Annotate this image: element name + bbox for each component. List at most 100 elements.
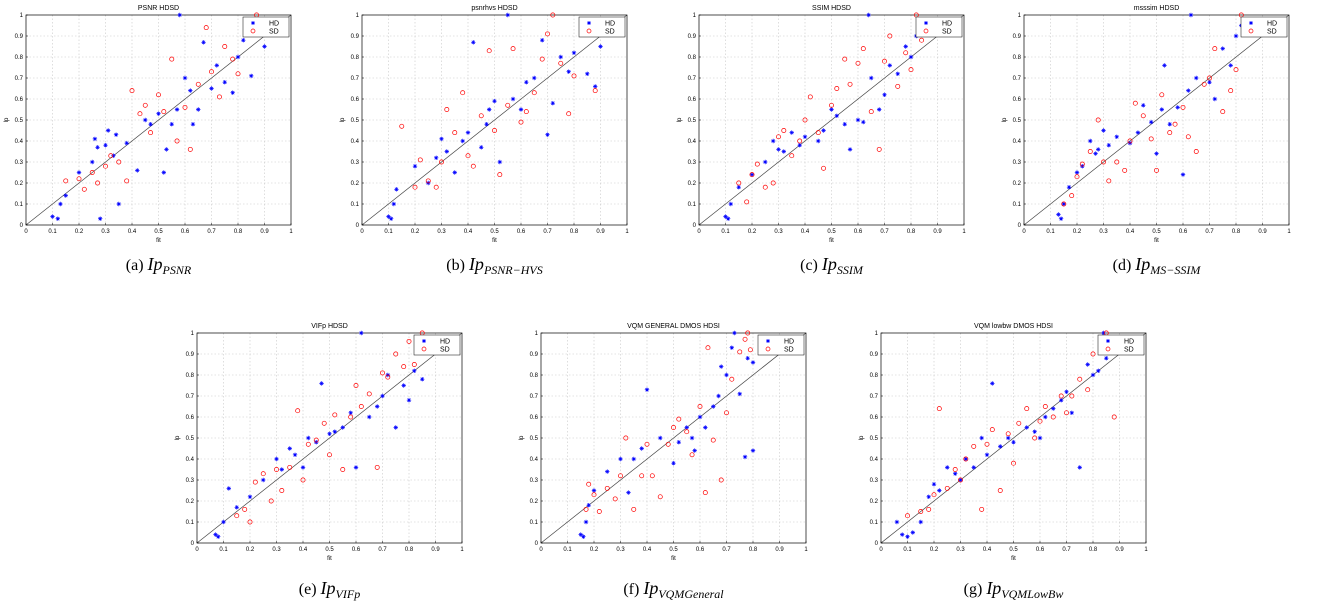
data-point-hd [401,383,406,388]
legend-marker [766,339,770,343]
x-tick-label: 0.2 [411,229,420,235]
x-tick-label: 0.8 [405,547,414,553]
data-point-hd [279,467,284,472]
y-tick-label: 0.4 [530,457,539,463]
data-point-hd [1220,46,1225,51]
x-tick-label: 0.7 [1062,547,1071,553]
data-point-hd [353,465,359,470]
data-point-sd [274,467,279,472]
data-point-hd [1061,201,1066,207]
data-point-hd [842,122,847,127]
data-point-hd [618,456,623,462]
x-tick-label: 0.3 [1099,229,1108,235]
x-tick-label: 0.4 [983,547,992,553]
data-point-sd [745,330,751,336]
scatter-panel: 0 0.1 0.2 0.3 0.4 0.5 0.6 0.7 0.8 0.9 1 0 0.1 0.2 0.3 0… [677,5,966,277]
data-point-hd [684,425,689,430]
chart-title: SSIM HDSD [812,5,851,12]
x-tick-label: 0.7 [543,229,552,235]
data-point-sd [702,490,708,496]
data-point-sd [174,138,180,144]
data-point-hd [1159,107,1164,112]
data-point-hd [247,494,253,499]
y-axis-label: lp [519,435,525,440]
y-tick-label: 0.5 [1013,118,1022,124]
data-point-sd [161,109,167,115]
data-point-hd [725,216,731,221]
data-point-hd [895,71,900,76]
data-point-hd [471,40,476,45]
data-point-sd [1005,431,1011,437]
data-point-hd [487,107,492,112]
data-point-hd [802,134,808,139]
data-point-sd [770,180,776,186]
data-point-sd [1095,117,1101,123]
data-point-sd [1193,149,1199,154]
data-point-sd [279,488,285,493]
data-point-sd [380,370,385,376]
data-point-hd [465,130,471,135]
data-point-hd [1186,88,1191,93]
data-point-hd [550,101,555,106]
x-tick-label: 0.8 [907,229,916,235]
data-point-hd [984,452,990,457]
data-point-hd [1096,368,1101,373]
legend-marker [923,28,929,34]
x-tick-label: 1 [804,547,808,553]
y-tick-label: 0.5 [870,436,879,442]
data-point-hd [847,147,853,152]
data-point-sd [470,163,476,169]
x-tick-label: 0.4 [128,229,137,235]
data-point-hd [412,368,417,373]
y-tick-label: 0.3 [351,160,360,166]
legend: HDSD [413,334,461,356]
x-tick-label: 0.2 [930,547,939,553]
data-point-sd [776,134,781,140]
data-point-sd [235,71,241,77]
legend: HDSD [578,16,626,38]
data-point-sd [1140,113,1146,119]
data-point-hd [201,40,206,45]
y-axis-label: lp [859,435,865,440]
x-tick-label: 1 [289,229,293,235]
data-point-sd [230,56,236,62]
data-point-hd [742,454,748,460]
data-point-sd [406,338,412,344]
data-point-hd [626,490,631,495]
data-point-hd [188,88,193,93]
data-point-hd [829,107,834,112]
x-tick-label: 0.8 [234,229,243,235]
data-point-hd [214,63,219,68]
y-tick-label: 0.2 [15,181,24,187]
x-tick-label: 0 [697,229,701,235]
data-point-sd [963,456,969,462]
data-point-sd [366,391,372,397]
y-tick-label: 0.3 [688,160,697,166]
data-point-hd [177,12,182,18]
scatter-panel: 0 0.1 0.2 0.3 0.4 0.5 0.6 0.7 0.8 0.9 1 0 0.1 0.2 0.3 0… [340,5,629,277]
data-point-hd [452,170,457,175]
data-point-sd [936,406,942,412]
data-point-hd [103,143,108,148]
data-point-hd [479,145,484,150]
legend: HDSD [1097,334,1145,356]
data-point-sd [452,130,458,136]
data-point-sd [129,88,135,94]
data-point-sd [665,441,671,447]
data-point-sd [358,404,364,409]
legend-label: HD [440,339,450,346]
data-point-sd [411,362,417,367]
data-point-hd [1085,362,1090,367]
data-point-hd [1006,435,1011,441]
legend-marker [587,21,591,25]
data-point-sd [137,111,143,117]
reference-diagonal [880,332,1147,544]
data-point-hd [598,44,603,49]
data-point-hd [1175,105,1180,110]
data-point-sd [518,119,524,125]
data-point-sd [95,180,101,186]
data-point-sd [623,435,629,441]
y-tick-label: 0.2 [530,499,539,505]
data-point-hd [262,44,267,49]
